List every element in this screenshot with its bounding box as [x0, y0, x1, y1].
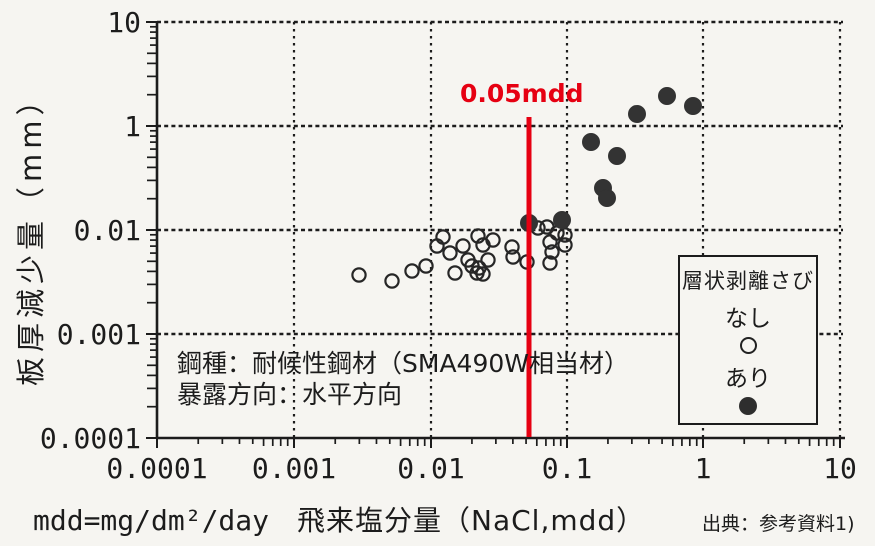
- svg-text:0.001: 0.001: [57, 318, 141, 351]
- svg-text:10: 10: [107, 6, 141, 39]
- reference-line-label: 0.05mdd: [460, 79, 584, 108]
- svg-text:1: 1: [695, 452, 712, 485]
- svg-text:0.01: 0.01: [74, 214, 141, 247]
- annotation-line-steel-type: 鋼種：耐候性鋼材（SMA490W相当材）: [177, 349, 629, 378]
- annotation-line-exposure: 暴露方向：水平方向: [177, 380, 403, 409]
- svg-text:0.0001: 0.0001: [106, 452, 207, 485]
- x-axis-title: 飛来塩分量（NaCl,mdd）: [297, 504, 646, 537]
- svg-text:0.001: 0.001: [252, 452, 336, 485]
- open-circle-icon: [739, 337, 757, 355]
- legend-label-none: なし: [725, 306, 771, 333]
- y-axis-title: 板厚減少量（mm）: [14, 81, 48, 387]
- svg-text:0.01: 0.01: [397, 452, 464, 485]
- x-axis-caption: mdd=mg/dm²/day 飛来塩分量（NaCl,mdd）: [33, 499, 645, 539]
- legend-label-present: あり: [725, 365, 771, 392]
- svg-text:0.0001: 0.0001: [40, 422, 141, 455]
- legend-title: 層状剥離さび: [682, 269, 814, 294]
- steel-annotation: 鋼種：耐候性鋼材（SMA490W相当材） 暴露方向：水平方向: [177, 348, 629, 410]
- svg-text:1: 1: [124, 110, 141, 143]
- svg-text:0.1: 0.1: [542, 452, 593, 485]
- mdd-unit-note: mdd=mg/dm²/day: [33, 504, 270, 537]
- source-note: 出典：参考資料1): [702, 513, 855, 535]
- legend-box: 層状剥離さび なし あり: [678, 255, 818, 425]
- filled-circle-icon: [739, 396, 757, 415]
- svg-text:10: 10: [823, 452, 857, 485]
